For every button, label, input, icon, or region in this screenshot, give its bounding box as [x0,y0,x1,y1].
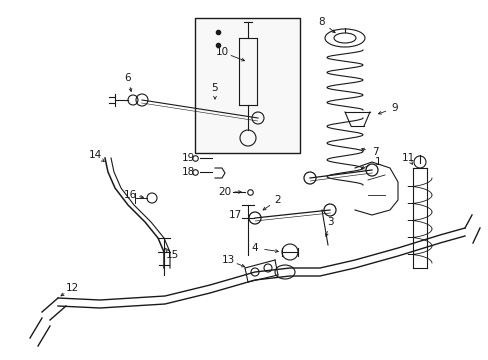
Text: 11: 11 [401,153,414,163]
Text: 9: 9 [391,103,398,113]
Text: 13: 13 [221,255,234,265]
Text: 18: 18 [181,167,194,177]
Text: 14: 14 [88,150,102,160]
Text: 3: 3 [326,217,333,227]
Text: 12: 12 [65,283,79,293]
Bar [195,18,299,153]
Text: 1: 1 [374,157,381,167]
Text: 10: 10 [215,47,228,57]
Text: 2: 2 [274,195,281,205]
Text: 5: 5 [211,83,218,93]
Text: 15: 15 [165,250,178,260]
Text: 17: 17 [228,210,241,220]
Text: 4: 4 [251,243,258,253]
Text: 8: 8 [318,17,325,27]
Text: 6: 6 [124,73,131,83]
Text: 19: 19 [181,153,194,163]
Text: 7: 7 [371,147,378,157]
Text: 20: 20 [218,187,231,197]
Text: 16: 16 [123,190,136,200]
